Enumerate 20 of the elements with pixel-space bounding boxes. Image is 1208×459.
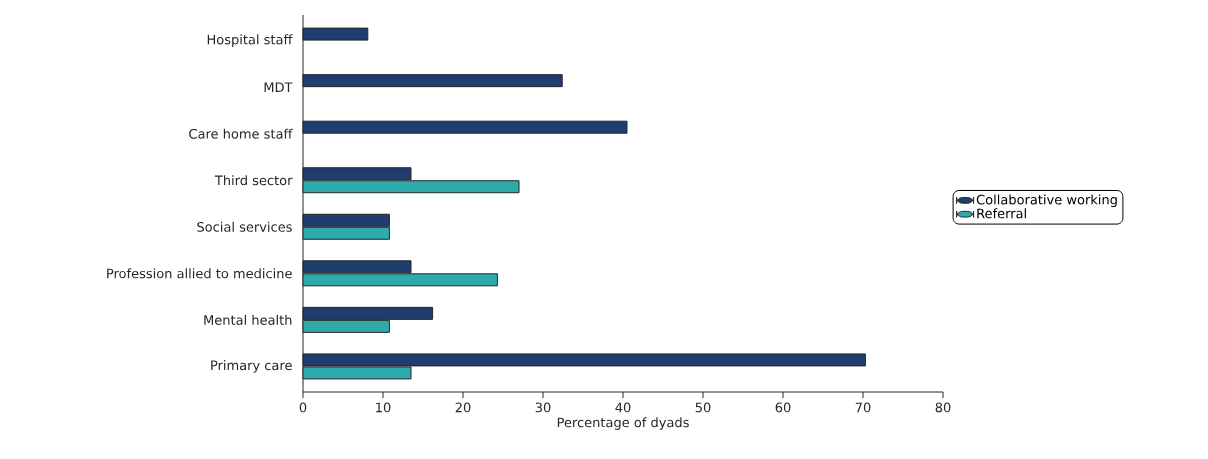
- y-tick-label: Profession allied to medicine: [107, 268, 292, 279]
- y-tick-label: Hospital staff: [207, 34, 293, 47]
- y-tick-label: MDT: [264, 82, 293, 92]
- y-tick-label: Third sector: [214, 175, 293, 186]
- y-tick-label: Social services: [197, 221, 292, 232]
- x-tick-label: 20: [455, 402, 471, 413]
- x-tick-label: 0: [299, 402, 307, 413]
- legend-label: Referral: [977, 208, 1026, 219]
- x-tick-label: 30: [535, 402, 551, 413]
- x-tick-label: 70: [855, 402, 871, 413]
- x-tick-label: 60: [775, 402, 791, 413]
- x-tick-label: 50: [695, 402, 711, 413]
- x-axis-title: Percentage of dyads: [557, 417, 689, 430]
- x-tick-label: 40: [615, 402, 631, 413]
- x-tick-label: 10: [376, 402, 391, 413]
- y-tick-label: Care home staff: [189, 128, 293, 139]
- legend-label: Collaborative working: [976, 194, 1117, 208]
- y-tick-label: Mental health: [204, 314, 292, 325]
- y-tick-label: Primary care: [211, 360, 292, 373]
- x-tick-label: 80: [935, 402, 951, 413]
